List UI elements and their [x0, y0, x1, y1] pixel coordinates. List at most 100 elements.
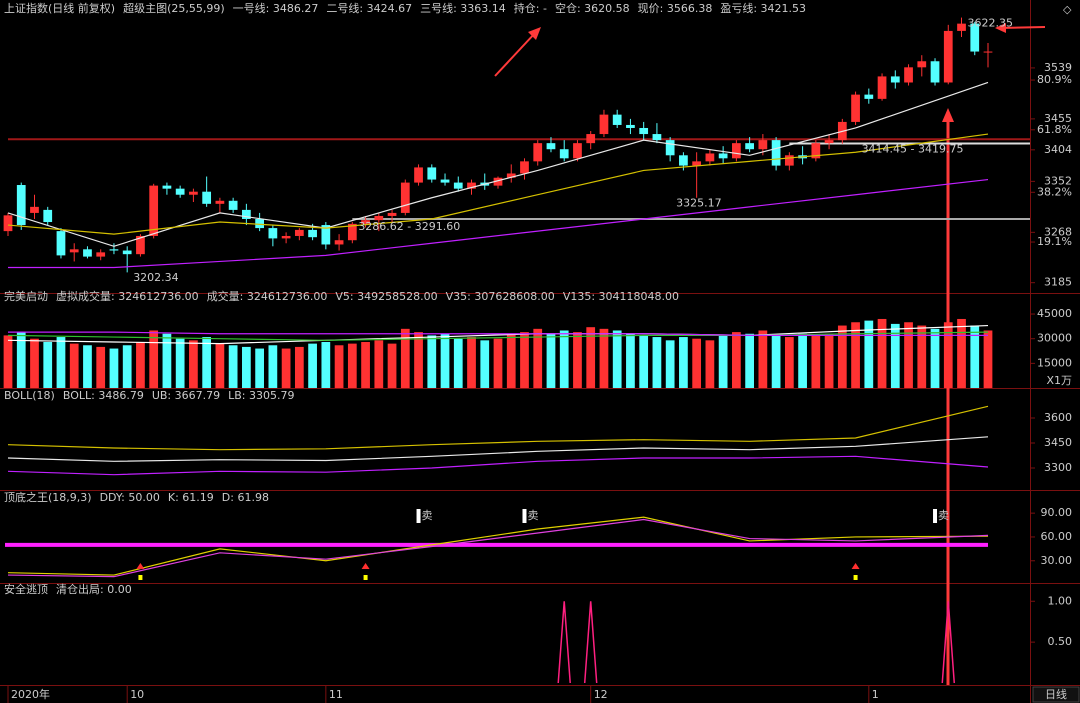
y-tick-label: 45000 [1037, 307, 1072, 320]
x-tick-label: 1 [872, 688, 879, 701]
indicator-line [7, 455, 989, 476]
candle-body [347, 223, 357, 241]
volume-bar [639, 335, 649, 388]
candle-body [414, 167, 423, 183]
candle-body [983, 51, 993, 53]
volume-bar [321, 341, 331, 388]
legend-item: 清仓出局: 0.00 [56, 582, 132, 596]
candle-body [665, 140, 675, 156]
candle-body [228, 200, 238, 210]
candle-body [639, 127, 649, 135]
indicator-line [7, 331, 989, 341]
y-tick-label: 3600 [1044, 411, 1072, 424]
volume-bar [758, 330, 768, 388]
indicator-line [7, 436, 989, 462]
y-tick-label: 60.00 [1041, 530, 1073, 543]
y-tick-label: 3268 [1044, 225, 1072, 238]
volume-bar [864, 320, 874, 388]
volume-bar [30, 338, 39, 388]
volume-bar [679, 337, 688, 388]
candle-body [189, 191, 198, 195]
volume-bar [228, 345, 238, 388]
candle-body [917, 61, 927, 68]
candle-body [109, 249, 119, 251]
settings-icon[interactable]: ◇ [1063, 3, 1072, 16]
legend-item: 持仓: - [514, 1, 547, 15]
buy-arrow [851, 563, 860, 569]
y-tick-label: 1.00 [1048, 594, 1073, 607]
candle-body [43, 209, 53, 223]
pct-tick-label: 19.1% [1037, 235, 1072, 248]
volume-bar [877, 318, 887, 388]
volume-bar [586, 327, 596, 388]
x-tick-label: 10 [130, 688, 144, 701]
candle-body [520, 161, 529, 174]
volume-bar [308, 343, 317, 388]
candle-body [559, 149, 569, 159]
candle-body [930, 61, 940, 83]
candle-body [612, 114, 622, 125]
y-tick-label: 3352 [1044, 174, 1072, 187]
volume-bar [16, 332, 26, 388]
period-label[interactable]: 日线 [1045, 687, 1067, 701]
volume-bar [294, 346, 304, 388]
price-annotation: 3325.17 [676, 197, 722, 210]
volume-bar [361, 341, 370, 388]
candle-body [692, 161, 702, 166]
legend-item: UB: 3667.79 [152, 389, 220, 402]
period-tab[interactable] [1032, 686, 1080, 703]
volume-bar [917, 325, 927, 388]
price-annotation: 3414.45 - 3419.75 [862, 142, 964, 155]
y-tick-label: 90.00 [1041, 506, 1073, 519]
candle-body [334, 240, 344, 245]
volume-bar [255, 348, 264, 388]
volume-bar [652, 337, 662, 388]
candle-body [573, 143, 582, 159]
buy-marker [853, 575, 858, 580]
volume-bar [122, 345, 132, 388]
volume-bar [149, 330, 159, 388]
volume-bar [136, 341, 145, 388]
volume-bar [387, 343, 397, 388]
candle-body [506, 173, 516, 178]
annotation-arrow [942, 108, 954, 122]
volume-bar [400, 328, 410, 388]
sell-label: 卖 [527, 509, 538, 522]
volume-bar [546, 333, 556, 388]
volume-bar [745, 333, 754, 388]
legend-item: 现价: 3566.38 [638, 2, 713, 15]
candle-body [321, 225, 331, 245]
candle-body [771, 140, 781, 166]
y-tick-label: 3455 [1044, 112, 1072, 125]
volume-bar [718, 335, 728, 388]
candle-body [652, 134, 662, 141]
sell-marker [933, 509, 938, 523]
candle-body [493, 177, 503, 186]
volume-bar [202, 337, 212, 388]
indicator-line [8, 178, 989, 269]
panel-title: 安全逃顶 [4, 582, 48, 596]
candle-body [877, 76, 887, 99]
volume-bar [414, 332, 423, 388]
sell-marker [522, 509, 527, 523]
candle-body [732, 143, 741, 159]
candle-body [864, 94, 874, 99]
candle-body [890, 76, 900, 83]
candle-body [599, 114, 609, 135]
indicator-line [7, 518, 989, 578]
volume-bar [851, 322, 860, 388]
buy-arrow [136, 563, 145, 569]
volume-bar [732, 332, 741, 388]
volume-bar [69, 343, 79, 388]
volume-bar [705, 340, 715, 388]
candle-body [387, 212, 397, 216]
volume-bar [599, 328, 609, 388]
candle-body [281, 235, 291, 239]
candle-body [255, 218, 264, 229]
candle-body [533, 143, 543, 162]
volume-bar [970, 325, 980, 388]
buy-marker [138, 575, 143, 580]
candle-body [467, 182, 476, 189]
candle-body [294, 229, 304, 236]
